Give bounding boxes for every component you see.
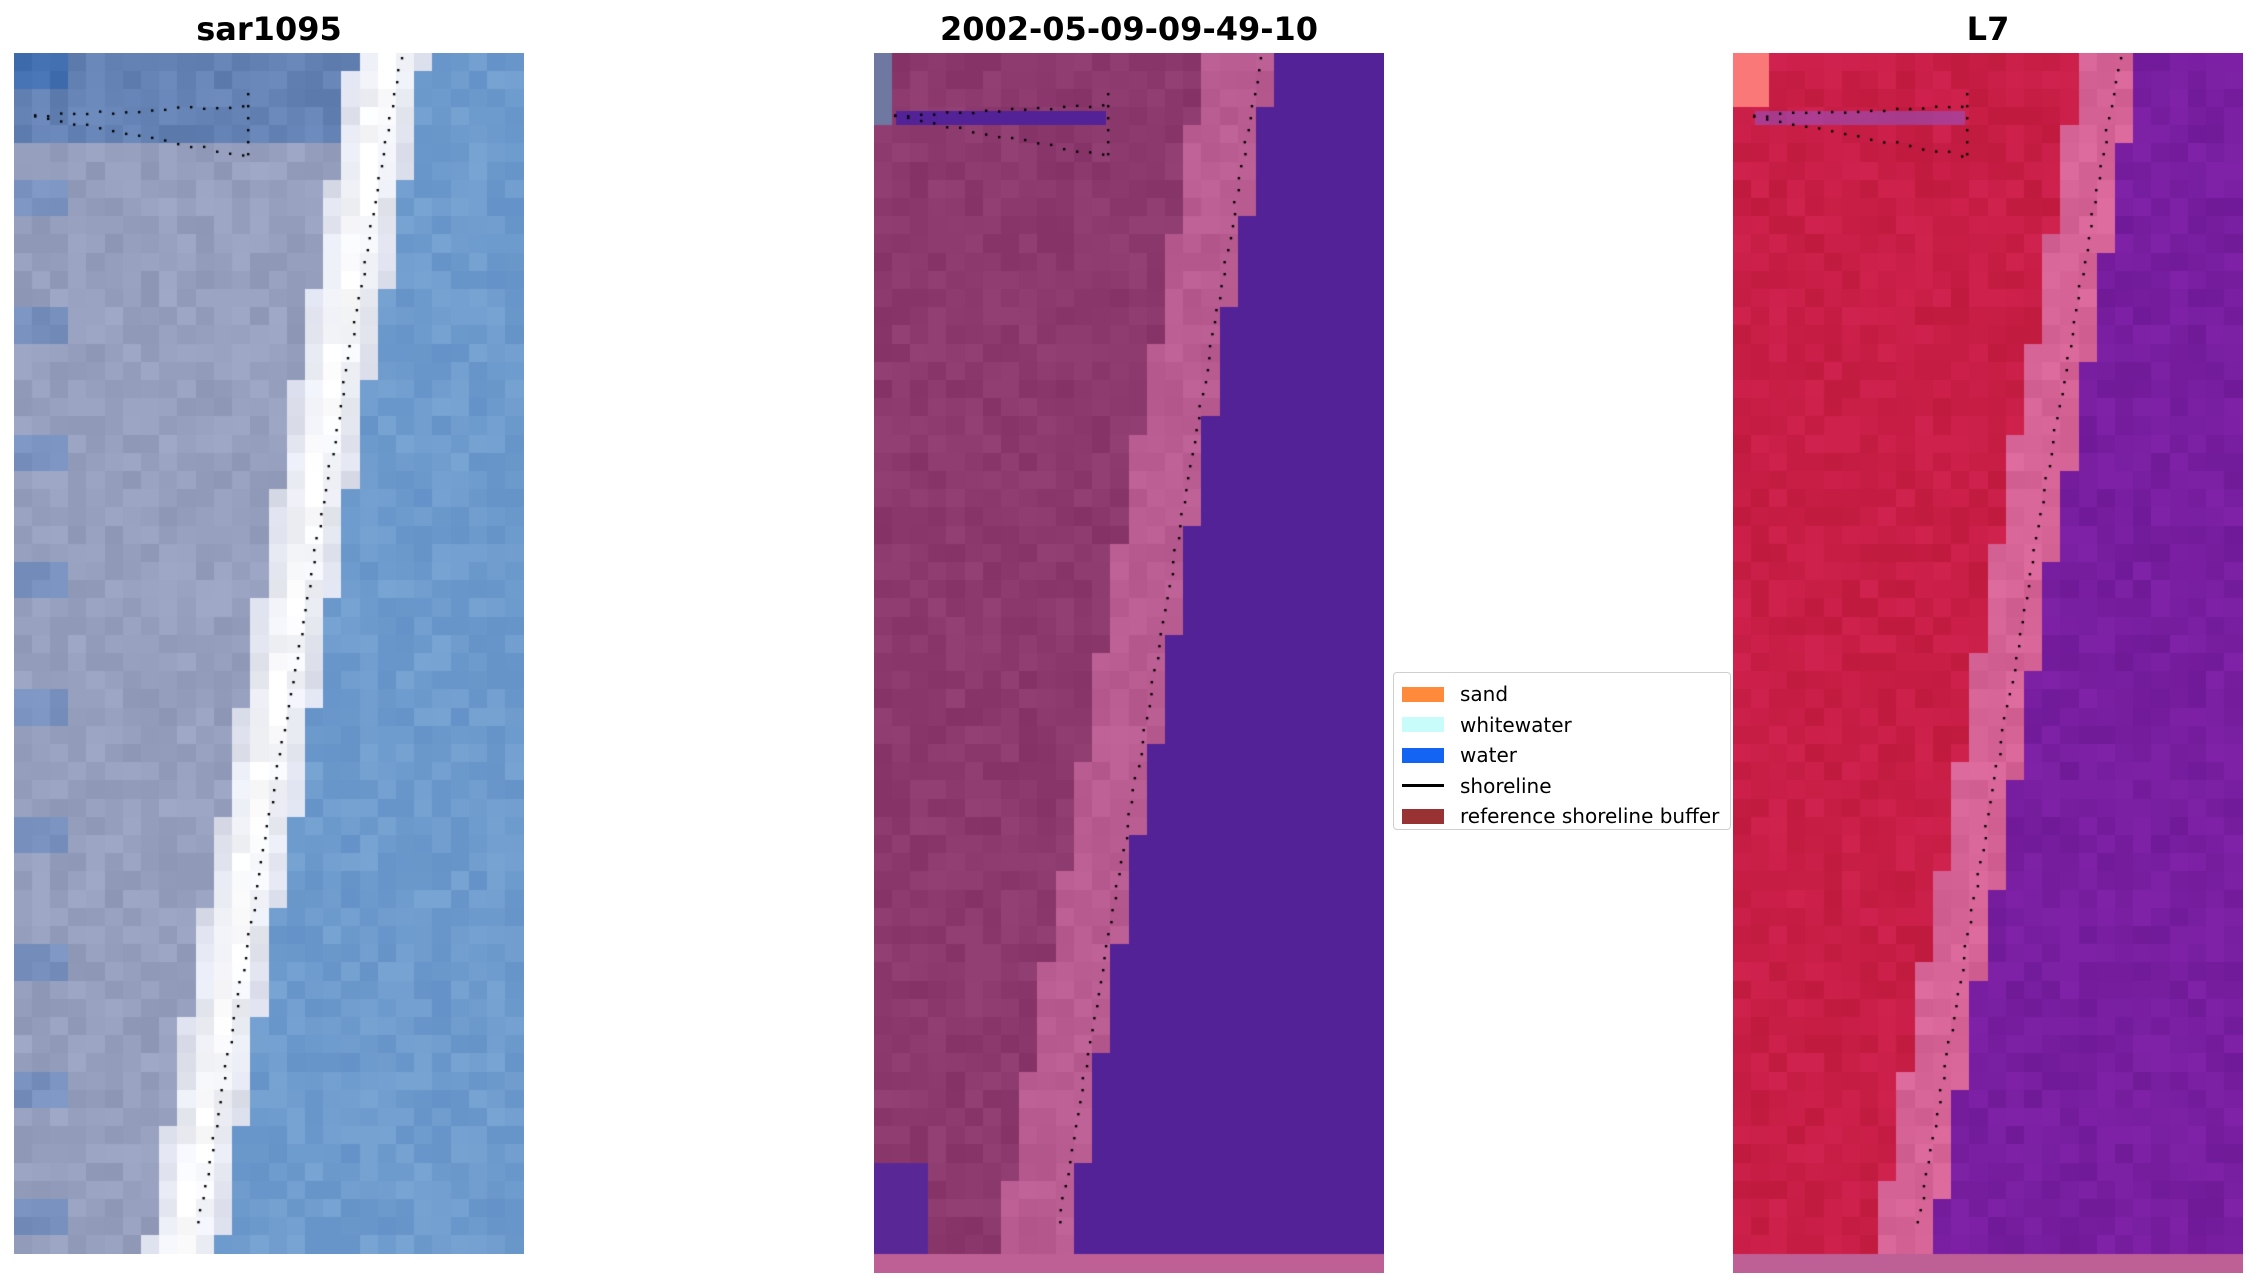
water-swatch-icon <box>1402 747 1444 763</box>
legend-label: sand <box>1460 682 1509 707</box>
l7-image-panel <box>1733 53 2243 1273</box>
legend-item-shoreline: shoreline <box>1402 771 1730 802</box>
panel-title-l7: L7 <box>1966 10 2010 48</box>
sand-swatch-icon <box>1402 686 1444 702</box>
shoreline-line-icon <box>1402 784 1444 788</box>
buffer-swatch-icon <box>1402 808 1444 824</box>
rgb-image-panel <box>14 53 524 1254</box>
panel-title-date: 2002-05-09-09-49-10 <box>939 10 1319 48</box>
whitewater-swatch-icon <box>1402 717 1444 733</box>
legend-label: shoreline <box>1460 773 1552 798</box>
legend-item-water: water <box>1402 740 1730 771</box>
legend-item-sand: sand <box>1402 679 1730 710</box>
legend-item-whitewater: whitewater <box>1402 710 1730 741</box>
legend: sand whitewater water shoreline referenc… <box>1393 672 1731 830</box>
legend-label: reference shoreline buffer <box>1460 804 1720 829</box>
legend-item-reference-buffer: reference shoreline buffer <box>1402 801 1730 832</box>
legend-label: whitewater <box>1460 712 1572 737</box>
legend-label: water <box>1460 743 1517 768</box>
panel-title-sar1095: sar1095 <box>196 10 342 48</box>
classified-image-panel <box>874 53 1384 1273</box>
